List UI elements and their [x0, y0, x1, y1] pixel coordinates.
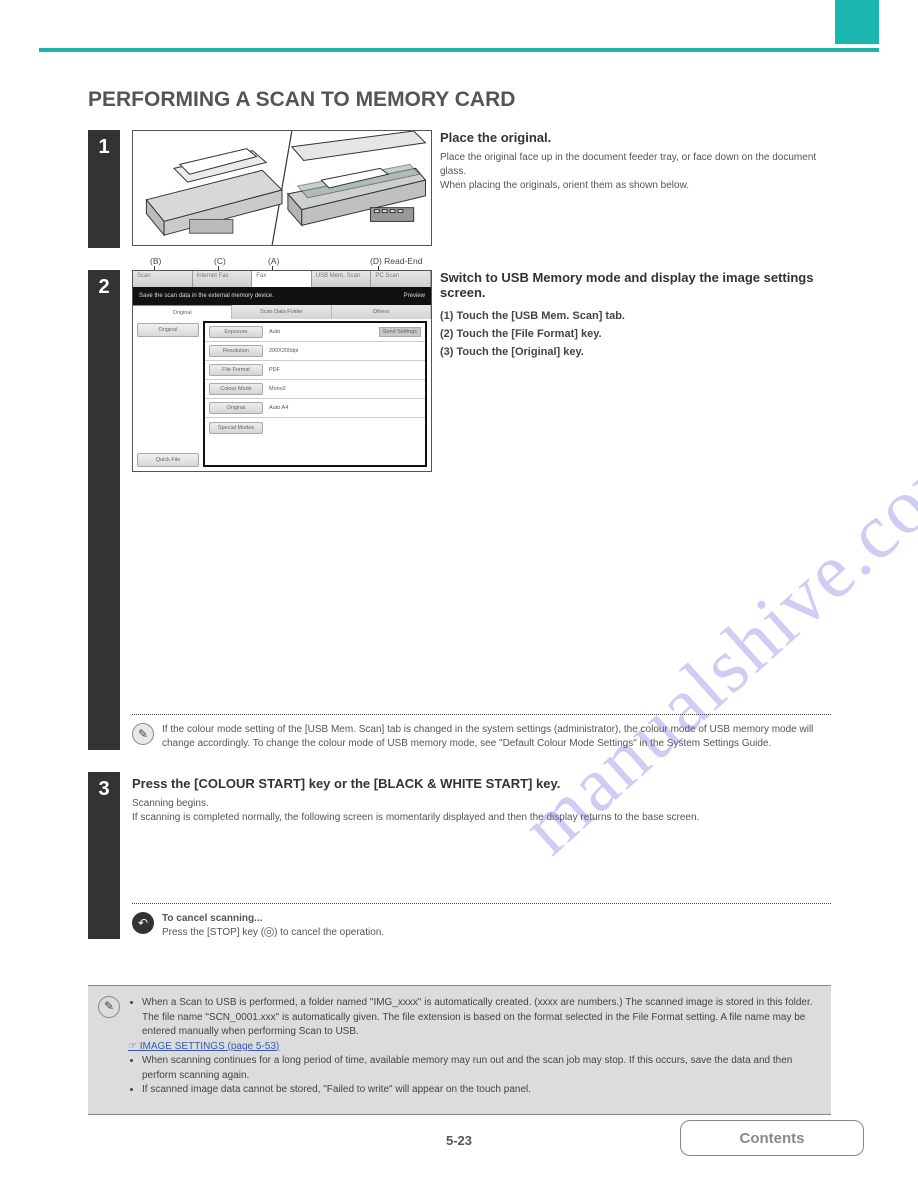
step-2: 2 (B) (C) (A) (D) Read-End Scan Internet… — [88, 270, 831, 750]
greynote-item-1: When a Scan to USB is performed, a folde… — [142, 996, 819, 1040]
greynote-item-link: ☞ IMAGE SETTINGS (page 5-53) — [128, 1040, 819, 1055]
panel-tab-scan: Scan — [133, 271, 193, 287]
contents-button[interactable]: Contents — [680, 1120, 864, 1156]
row-exposure-val: Auto — [269, 329, 280, 335]
panel-tab-usb: USB Mem. Scan — [312, 271, 372, 287]
step-2-note: If the colour mode setting of the [USB M… — [162, 723, 831, 750]
row-ff-val: PDF — [269, 367, 280, 373]
corner-accent — [835, 0, 879, 44]
callout-a: (A) — [266, 256, 281, 266]
row-exposure-key: Exposure — [209, 326, 263, 338]
callout-b: (B) — [148, 256, 163, 266]
row-ff-key: File Format — [209, 364, 263, 376]
page-number: 5-23 — [446, 1133, 472, 1148]
step-1-line-1: Place the original face up in the docume… — [440, 152, 816, 177]
row-orig-key: Original — [209, 402, 263, 414]
row-sm-key: Special Modes — [209, 422, 263, 434]
row-res-key: Resolution — [209, 345, 263, 357]
step-1-number: 1 — [88, 130, 120, 248]
step-2-sub2: (2) Touch the [File Format] key. — [440, 328, 831, 340]
panel-subtab-orig: Original — [133, 305, 232, 319]
page-title: PERFORMING A SCAN TO MEMORY CARD — [88, 88, 831, 112]
step-1-illustration — [132, 130, 432, 246]
callout-d: (D) Read-End — [368, 256, 424, 266]
panel-black-right: Preview — [404, 293, 425, 299]
callout-c: (C) — [212, 256, 228, 266]
step-2-number: 2 — [88, 270, 120, 750]
teal-divider — [39, 48, 879, 52]
grey-note-box: ✎ When a Scan to USB is performed, a fol… — [88, 985, 831, 1115]
panel-tab-pc: PC Scan — [371, 271, 431, 287]
panel-subtab-folder: Scan Data Folder — [232, 305, 331, 319]
step-3: 3 Press the [COLOUR START] key or the [B… — [88, 772, 831, 939]
panel-subtab-others: Others — [332, 305, 431, 319]
step-2-title: Switch to USB Memory mode and display th… — [440, 270, 831, 300]
row-colour-key: Colour Mode — [209, 383, 263, 395]
step-2-sub3: (3) Touch the [Original] key. — [440, 346, 831, 358]
step-3-cancel-title: To cancel scanning... — [162, 913, 262, 924]
panel-tab-fax: Fax — [252, 271, 312, 287]
pencil-icon: ✎ — [132, 723, 154, 745]
panel-quickfile: Quick File — [137, 453, 199, 467]
step-2-divider — [132, 714, 831, 715]
step-1: 1 — [88, 130, 831, 248]
top-bar — [39, 0, 879, 44]
step-3-cancel-body: Press the [STOP] key () to cancel the op… — [162, 927, 384, 938]
step-3-title: Press the [COLOUR START] key or the [BLA… — [132, 776, 831, 791]
step-3-line-2: If scanning is completed normally, the f… — [132, 812, 699, 823]
step-1-title: Place the original. — [440, 130, 831, 145]
panel-tab-ifax: Internet Fax — [193, 271, 253, 287]
step-3-line-1: Scanning begins. — [132, 798, 209, 809]
step-2-sub1: (1) Touch the [USB Mem. Scan] tab. — [440, 310, 831, 322]
stop-icon — [264, 927, 274, 937]
row-colour-val: Mono2 — [269, 386, 286, 392]
step-1-line-2: When placing the originals, orient them … — [440, 180, 689, 191]
panel-left-original: Original — [137, 323, 199, 337]
page-content: PERFORMING A SCAN TO MEMORY CARD 1 — [88, 62, 831, 1115]
touch-panel-illustration: Scan Internet Fax Fax USB Mem. Scan PC S… — [132, 270, 432, 472]
row-res-val: 200X200dpi — [269, 348, 298, 354]
step-3-number: 3 — [88, 772, 120, 939]
row-orig-val: Auto A4 — [269, 405, 288, 411]
greynote-item-2: When scanning continues for a long perio… — [142, 1054, 819, 1083]
step-2-note-row: ✎ If the colour mode setting of the [USB… — [132, 723, 831, 750]
panel-black-left: Save the scan data in the external memor… — [139, 293, 274, 299]
undo-icon: ↶ — [132, 912, 154, 934]
contents-label: Contents — [740, 1130, 805, 1147]
step-3-cancel-row: ↶ To cancel scanning... Press the [STOP]… — [132, 912, 831, 939]
step-3-divider — [132, 903, 831, 904]
pencil-icon: ✎ — [98, 996, 120, 1018]
greynote-item-3: If scanned image data cannot be stored, … — [142, 1083, 819, 1098]
row-send-btn: Send Settings — [379, 327, 421, 337]
